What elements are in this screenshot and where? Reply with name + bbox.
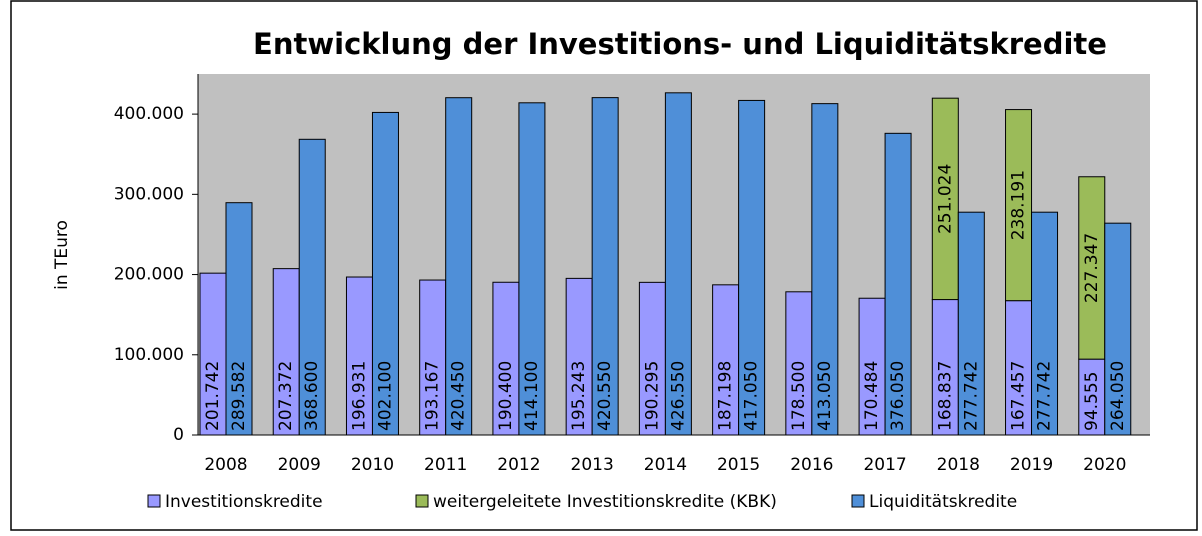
data-label: 94.555 <box>1082 372 1102 431</box>
data-label: 207.372 <box>276 361 296 431</box>
y-tick-label: 0 <box>173 425 184 445</box>
data-label: 201.742 <box>203 361 223 431</box>
bar <box>371 111 399 436</box>
bar <box>858 297 886 436</box>
data-label: 193.167 <box>423 361 443 431</box>
x-tick-label: 2016 <box>790 455 833 475</box>
data-label: 368.600 <box>302 361 322 431</box>
bar <box>712 284 740 436</box>
bar <box>1078 176 1106 360</box>
chart-title: Entwicklung der Investitions- und Liquid… <box>253 27 1107 61</box>
legend-label: Liquiditätskredite <box>869 492 1017 512</box>
x-tick-label: 2014 <box>644 455 687 475</box>
data-label: 227.347 <box>1082 233 1102 303</box>
x-tick-label: 2015 <box>717 455 760 475</box>
bar <box>638 281 666 436</box>
data-label: 238.191 <box>1009 170 1029 240</box>
data-label: 170.484 <box>862 361 882 431</box>
legend-swatch <box>147 494 161 508</box>
legend-label: weitergeleitete Investitionskredite (KBK… <box>433 492 777 512</box>
bar <box>1005 300 1033 436</box>
y-tick-label: 300.000 <box>114 184 184 204</box>
bar <box>664 92 692 436</box>
data-label: 277.742 <box>961 361 981 431</box>
bar <box>931 97 959 301</box>
bar <box>419 279 447 436</box>
x-tick-label: 2018 <box>937 455 980 475</box>
bar <box>518 102 546 436</box>
data-label: 420.450 <box>449 361 469 431</box>
data-label: 414.100 <box>522 361 542 431</box>
bar <box>785 291 813 436</box>
y-tick-label: 200.000 <box>114 265 184 285</box>
y-axis-title: in TEuro <box>52 220 72 290</box>
data-label: 195.243 <box>569 361 589 431</box>
legend-swatch <box>851 494 865 508</box>
bar <box>298 138 326 436</box>
x-tick-label: 2020 <box>1083 455 1126 475</box>
bar <box>1031 211 1059 436</box>
data-label: 251.024 <box>935 164 955 234</box>
data-label: 413.050 <box>815 361 835 431</box>
x-tick-label: 2012 <box>497 455 540 475</box>
data-label: 190.295 <box>642 361 662 431</box>
data-label: 426.550 <box>668 361 688 431</box>
data-label: 402.100 <box>375 361 395 431</box>
data-label: 376.050 <box>888 361 908 431</box>
bar <box>345 276 373 436</box>
data-label: 178.500 <box>789 361 809 431</box>
x-tick-label: 2011 <box>424 455 467 475</box>
data-label: 190.400 <box>496 361 516 431</box>
y-tick-label: 400.000 <box>114 104 184 124</box>
bar <box>811 103 839 436</box>
data-label: 264.050 <box>1108 361 1128 431</box>
y-tick-label: 100.000 <box>114 345 184 365</box>
data-label: 277.742 <box>1035 361 1055 431</box>
data-label: 289.582 <box>229 361 249 431</box>
bar <box>225 202 253 436</box>
x-tick-label: 2013 <box>571 455 614 475</box>
data-label: 187.198 <box>716 361 736 431</box>
data-label: 417.050 <box>742 361 762 431</box>
x-tick-label: 2008 <box>204 455 247 475</box>
x-tick-label: 2019 <box>1010 455 1053 475</box>
bar <box>1005 109 1033 302</box>
x-tick-label: 2010 <box>351 455 394 475</box>
legend-label: Investitionskredite <box>165 492 323 512</box>
legend-swatch <box>415 494 429 508</box>
data-label: 420.550 <box>595 361 615 431</box>
x-tick-label: 2009 <box>278 455 321 475</box>
data-label: 167.457 <box>1009 361 1029 431</box>
data-label: 168.837 <box>935 361 955 431</box>
data-label: 196.931 <box>349 361 369 431</box>
bar <box>738 99 766 436</box>
x-tick-label: 2017 <box>863 455 906 475</box>
bar <box>884 132 912 436</box>
